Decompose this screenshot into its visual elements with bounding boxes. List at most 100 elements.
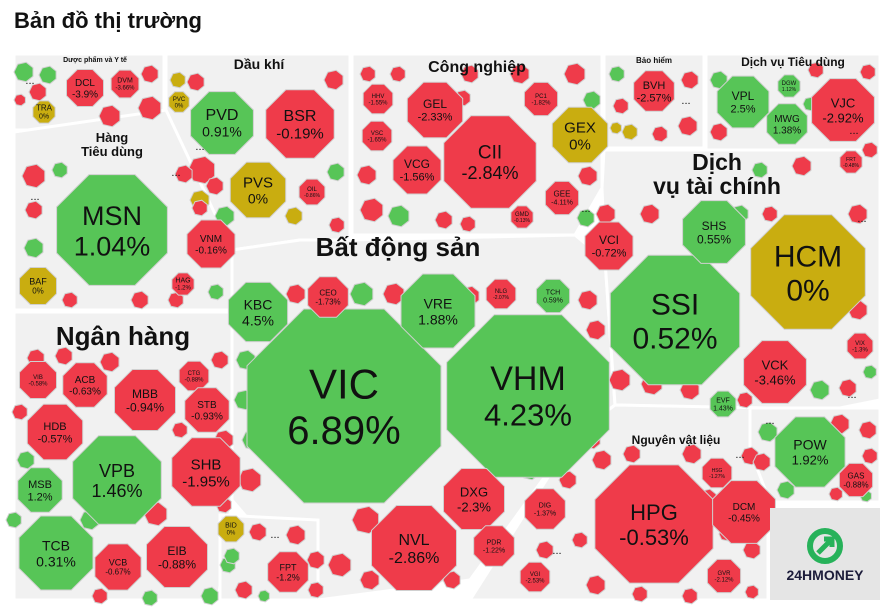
stock-cell-bid[interactable] bbox=[217, 515, 245, 543]
stock-oil[interactable]: OIL-0.86% bbox=[298, 178, 326, 206]
stock-vcg[interactable]: VCG-1.56% bbox=[392, 145, 442, 195]
stock-cell-vpb[interactable] bbox=[72, 435, 162, 525]
stock-cell-pvc[interactable] bbox=[168, 91, 190, 113]
stock-nvl[interactable]: NVL-2.86% bbox=[371, 505, 457, 591]
stock-bvh[interactable]: BVH-2.57% bbox=[633, 70, 675, 112]
stock-cell-tcb[interactable] bbox=[18, 515, 94, 591]
stock-cell-dvm[interactable] bbox=[110, 69, 140, 99]
stock-cell-vre[interactable] bbox=[400, 273, 476, 349]
stock-hag[interactable]: HAG-1.2% bbox=[171, 272, 195, 296]
stock-cell-hdb[interactable] bbox=[26, 403, 84, 461]
stock-cell-oil[interactable] bbox=[298, 178, 326, 206]
stock-fpt[interactable]: FPT-1.2% bbox=[267, 551, 309, 593]
stock-cell-vpl[interactable] bbox=[716, 75, 770, 129]
stock-gmd[interactable]: GMD-0.13% bbox=[510, 205, 534, 229]
stock-cell-tra[interactable] bbox=[32, 100, 56, 124]
stock-cell-msb[interactable] bbox=[17, 467, 63, 513]
stock-cell-dxg[interactable] bbox=[443, 468, 505, 530]
stock-cell-vsc[interactable] bbox=[361, 120, 393, 152]
stock-dcl[interactable]: DCL-3.9% bbox=[66, 69, 104, 107]
stock-cell-vnm[interactable] bbox=[186, 219, 236, 269]
stock-hhv[interactable]: HHV-1.55% bbox=[362, 83, 394, 115]
stock-vcb[interactable]: VCB-0.67% bbox=[94, 543, 142, 591]
stock-cell-hcm[interactable] bbox=[750, 214, 866, 330]
stock-cell-stb[interactable] bbox=[184, 387, 230, 433]
stock-cell-ceo[interactable] bbox=[307, 276, 349, 318]
stock-cii[interactable]: CII-2.84% bbox=[443, 115, 537, 209]
stock-hpg[interactable]: HPG-0.53% bbox=[594, 464, 714, 584]
stock-cell-vix[interactable] bbox=[846, 332, 874, 360]
stock-cell-vib[interactable] bbox=[19, 361, 57, 399]
stock-dvm[interactable]: DVM-3.66% bbox=[110, 69, 140, 99]
stock-cell-kbc[interactable] bbox=[227, 281, 289, 343]
stock-cell-vjc[interactable] bbox=[811, 78, 875, 142]
stock-cell-gee[interactable] bbox=[544, 180, 580, 216]
stock-cell-tch[interactable] bbox=[535, 278, 571, 314]
stock-cell-hsg[interactable] bbox=[701, 457, 733, 489]
stock-pc1[interactable]: PC1-1.82% bbox=[523, 81, 559, 117]
stock-cell-pvs[interactable] bbox=[229, 161, 287, 219]
stock-vsc[interactable]: VSC-1.65% bbox=[361, 120, 393, 152]
stock-cell-dig[interactable] bbox=[524, 488, 566, 530]
stock-shb[interactable]: SHB-1.95% bbox=[171, 437, 241, 507]
stock-cell-evf[interactable] bbox=[709, 390, 737, 418]
stock-cell-gvr[interactable] bbox=[706, 558, 742, 594]
stock-ceo[interactable]: CEO-1.73% bbox=[307, 276, 349, 318]
stock-cell-gmd[interactable] bbox=[510, 205, 534, 229]
stock-cell-pdr[interactable] bbox=[473, 525, 515, 567]
stock-dig[interactable]: DIG-1.37% bbox=[524, 488, 566, 530]
stock-cell-dcm[interactable] bbox=[712, 480, 776, 544]
stock-cell-bvh[interactable] bbox=[633, 70, 675, 112]
stock-hdb[interactable]: HDB-0.57% bbox=[26, 403, 84, 461]
stock-cell-nvl[interactable] bbox=[371, 505, 457, 591]
stock-vjc[interactable]: VJC-2.92% bbox=[811, 78, 875, 142]
stock-eib[interactable]: EIB-0.88% bbox=[146, 526, 208, 588]
stock-cell-nlg[interactable] bbox=[485, 278, 517, 310]
stock-cell-cii[interactable] bbox=[443, 115, 537, 209]
stock-cell-bsr[interactable] bbox=[265, 89, 335, 159]
stock-cell-acb[interactable] bbox=[62, 362, 108, 408]
stock-dxg[interactable]: DXG-2.3% bbox=[443, 468, 505, 530]
stock-gas[interactable]: GAS-0.88% bbox=[838, 462, 874, 498]
stock-frt[interactable]: FRT-0.48% bbox=[839, 150, 863, 174]
stock-cell-frt[interactable] bbox=[839, 150, 863, 174]
stock-cell-mwg[interactable] bbox=[766, 103, 808, 145]
stock-cell-dcl[interactable] bbox=[66, 69, 104, 107]
stock-vib[interactable]: VIB-0.58% bbox=[19, 361, 57, 399]
stock-cell-vgi[interactable] bbox=[519, 561, 551, 593]
stock-cell-eib[interactable] bbox=[146, 526, 208, 588]
stock-gee[interactable]: GEE-4.11% bbox=[544, 180, 580, 216]
stock-cell-baf[interactable] bbox=[19, 267, 57, 305]
stock-vck[interactable]: VCK-3.46% bbox=[743, 340, 807, 404]
stock-cell-msn[interactable] bbox=[56, 174, 168, 286]
stock-vci[interactable]: VCI-0.72% bbox=[584, 221, 634, 271]
stock-cell-vcb[interactable] bbox=[94, 543, 142, 591]
stock-cell-hpg[interactable] bbox=[594, 464, 714, 584]
stock-bsr[interactable]: BSR-0.19% bbox=[265, 89, 335, 159]
stock-mbb[interactable]: MBB-0.94% bbox=[114, 369, 176, 431]
stock-hsg[interactable]: HSG-1.27% bbox=[701, 457, 733, 489]
stock-cell-pc1[interactable] bbox=[523, 81, 559, 117]
stock-cell-pvd[interactable] bbox=[190, 91, 254, 155]
stock-cell-ssi[interactable] bbox=[609, 254, 741, 386]
stock-cell-hag[interactable] bbox=[171, 272, 195, 296]
